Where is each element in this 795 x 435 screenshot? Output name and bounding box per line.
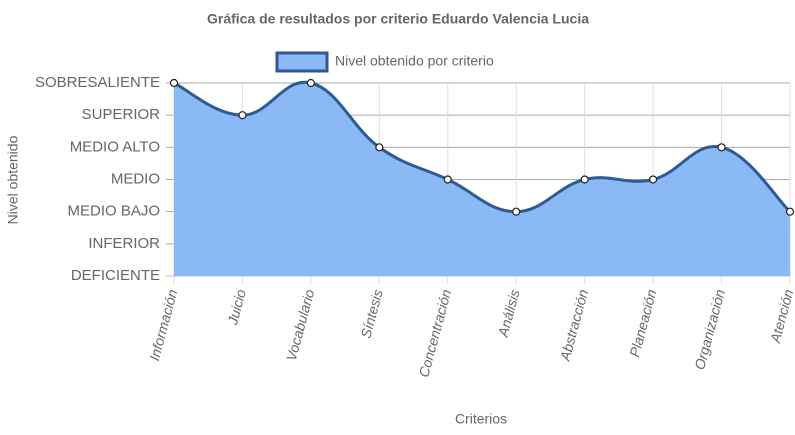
x-tick-label: Concentración xyxy=(415,287,454,379)
x-axis-title: Criterios xyxy=(455,411,507,427)
area xyxy=(174,82,790,276)
y-tick-label: DEFICIENTE xyxy=(71,267,160,284)
x-tick-label: Planeación xyxy=(626,287,659,358)
point xyxy=(512,207,521,216)
x-tick-label: Abstracción xyxy=(556,287,591,363)
x-tick-label: Juicio xyxy=(224,287,249,327)
point xyxy=(306,78,315,88)
y-axis-title: Nivel obtenido xyxy=(5,135,21,224)
line xyxy=(173,80,792,214)
x-tick-label: Atención xyxy=(767,287,795,345)
y-tick-label: INFERIOR xyxy=(88,235,160,252)
point xyxy=(649,175,658,184)
point xyxy=(785,207,795,216)
point xyxy=(375,143,384,152)
y-tick-label: MEDIO xyxy=(111,170,160,187)
point xyxy=(717,143,726,152)
x-tick-label: Organización xyxy=(691,287,728,371)
x-tick-label: Vocabulario xyxy=(283,287,318,362)
chart-title: Gráfica de resultados por criterio Eduar… xyxy=(207,11,589,27)
y-tick-label: SOBRESALIENTE xyxy=(35,74,160,91)
y-tick-label: MEDIO ALTO xyxy=(70,138,160,155)
x-tick-label: Análisis xyxy=(494,288,522,340)
legend-label: Nivel obtenido por criterio xyxy=(335,53,494,69)
x-tick-label: Información xyxy=(146,287,180,362)
y-tick-label: SUPERIOR xyxy=(82,106,161,123)
x-tick-label: Síntesis xyxy=(357,288,385,340)
point xyxy=(443,175,452,184)
point xyxy=(580,175,589,184)
point xyxy=(169,78,179,88)
point xyxy=(238,111,247,120)
legend-swatch xyxy=(275,51,329,73)
y-tick-label: MEDIO BAJO xyxy=(67,203,160,220)
